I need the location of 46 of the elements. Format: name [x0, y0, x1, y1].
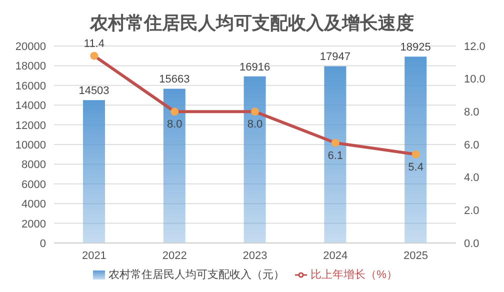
- y-tick-label: 16000: [15, 80, 46, 92]
- y2-tick-label: 2.0: [464, 205, 480, 218]
- bar: [324, 66, 346, 243]
- y-tick-label: 12000: [15, 120, 46, 132]
- point: [412, 150, 420, 158]
- x-tick-label: 2025: [404, 250, 428, 262]
- x-tick-label: 2021: [82, 250, 106, 262]
- y-tick-label: 6000: [22, 178, 46, 191]
- point: [331, 138, 340, 147]
- point: [170, 108, 179, 116]
- legend-label: 农村常住居民人均可支配收入（元）: [108, 269, 285, 281]
- y-tick-label: 20000: [15, 41, 46, 53]
- y-tick-label: 18000: [15, 60, 46, 73]
- data-label: 6.1: [328, 150, 344, 162]
- data-label: 16916: [240, 61, 270, 74]
- legend-label: 比上年增长（%）: [310, 269, 398, 281]
- point: [90, 52, 98, 60]
- chart-title: 农村常住居民人均可支配收入及增长速度: [88, 12, 415, 35]
- data-label: 11.4: [84, 38, 104, 50]
- x-tick-label: 2024: [323, 250, 348, 262]
- y-tick-label: 10000: [15, 140, 46, 152]
- data-label: 8.0: [247, 118, 263, 131]
- data-label: 5.4: [408, 161, 424, 174]
- y-tick-label: 0: [40, 238, 46, 250]
- point: [251, 108, 259, 116]
- y2-tick-label: 4.0: [464, 172, 480, 184]
- data-label: 8.0: [166, 118, 182, 131]
- y2-tick-label: 6.0: [464, 139, 480, 152]
- data-label: 15663: [159, 74, 190, 86]
- data-label: 17947: [320, 51, 350, 64]
- y-tick-label: 2000: [22, 218, 46, 230]
- y-tick-label: 8000: [22, 159, 46, 172]
- y-tick-label: 14000: [15, 100, 46, 112]
- y2-tick-label: 8.0: [464, 106, 480, 119]
- y2-tick-label: 0.0: [464, 238, 480, 250]
- data-label: 14503: [78, 85, 110, 98]
- y-tick-label: 4000: [22, 198, 46, 211]
- y2-tick-label: 12.0: [464, 40, 486, 53]
- bar: [404, 56, 427, 243]
- bar: [163, 88, 186, 243]
- x-tick-label: 2022: [162, 250, 187, 262]
- bar: [244, 76, 266, 243]
- bar: [83, 100, 105, 243]
- x-tick-label: 2023: [242, 250, 268, 262]
- y2-tick-label: 10.0: [464, 74, 486, 86]
- data-label: 18925: [400, 42, 431, 54]
